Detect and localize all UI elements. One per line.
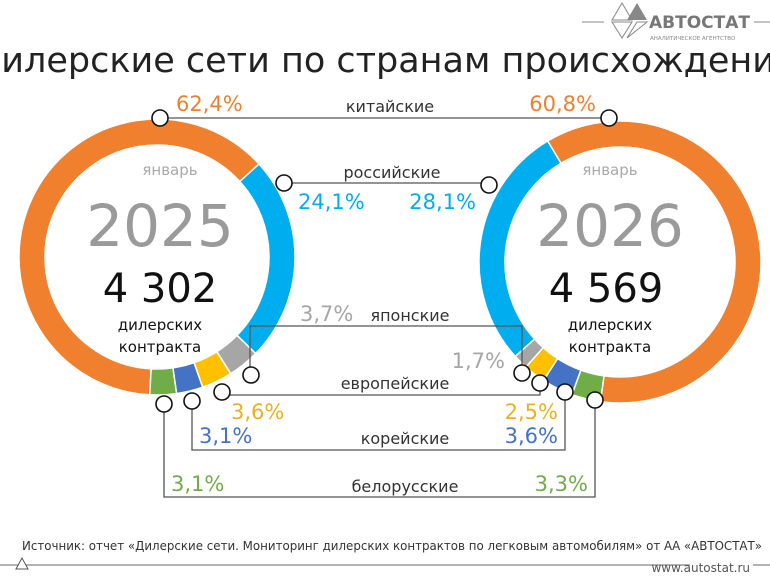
dot-belarusian-2025 [155,395,173,413]
total-label-2026-line1: дилерских [568,316,653,334]
connector-japanese [249,325,523,375]
dot-chinese-2025 [151,109,169,127]
label-2026-korean: 3,6% [505,424,558,448]
dot-russian-2025 [275,174,293,192]
connector-belarusian [163,400,596,498]
total-label-2025-line1: дилерских [118,316,203,334]
label-2025-belarusian: 3,1% [171,472,224,496]
site-link[interactable]: www.autostat.ru [651,561,750,575]
donut-segment-2025-1 [235,162,296,355]
donut-segment-2025-0 [18,118,261,396]
label-2025-russian: 24,1% [298,190,365,214]
dot-european-2025 [213,383,231,401]
label-2025-chinese: 62,4% [176,92,243,116]
label-2025-korean: 3,1% [199,424,252,448]
year-2025: 2025 [86,192,234,260]
month-2026: январь [582,161,637,179]
dot-chinese-2026 [600,109,618,127]
label-2026-belarusian: 3,3% [535,472,588,496]
total-2025: 4 302 [103,266,218,312]
donut-segment-2025-5 [148,367,178,396]
connector-dots [151,109,618,413]
autostat-logo: АВТОСТАТ АНАЛИТИЧЕСКОЕ АГЕНТСТВО [582,2,770,42]
category-korean: корейские [361,429,450,448]
dot-belarusian-2026 [586,391,604,409]
category-chinese: китайские [346,97,434,116]
total-label-2025-line2: контракта [119,338,202,356]
label-2025-european: 3,6% [231,400,284,424]
category-japanese: японские [370,306,449,325]
dot-korean-2026 [556,383,574,401]
donut-segment-2026-1 [478,139,563,358]
donut-segment-2026-0 [546,120,762,404]
label-2025-japanese: 3,7% [300,302,353,326]
label-2026-russian: 28,1% [409,190,476,214]
category-russian: российские [343,163,440,182]
dot-japanese-2025 [242,366,260,384]
donut-2025 [18,118,296,396]
category-belarusian: белорусские [352,477,459,496]
logo-tagline: АНАЛИТИЧЕСКОЕ АГЕНТСТВО [650,36,736,42]
total-label-2026-line2: контракта [569,338,652,356]
month-2025: январь [142,161,197,179]
dot-european-2026 [531,374,549,392]
footer-logo-icon [15,556,29,570]
dot-korean-2025 [183,392,201,410]
logo-name: АВТОСТАТ [649,13,750,33]
year-2026: 2026 [536,192,684,260]
label-2026-european: 2,5% [505,400,558,424]
total-2026: 4 569 [549,266,664,312]
category-european: европейские [341,374,450,393]
source-note: Источник: отчет «Дилерские сети. Монитор… [22,539,762,553]
dot-russian-2026 [480,176,498,194]
page-title: Дилерские сети по странам происхождения [0,41,770,81]
connector-korean [191,392,566,451]
label-2026-japanese: 1,7% [452,349,505,373]
dot-japanese-2026 [513,364,531,382]
label-2026-chinese: 60,8% [529,92,596,116]
